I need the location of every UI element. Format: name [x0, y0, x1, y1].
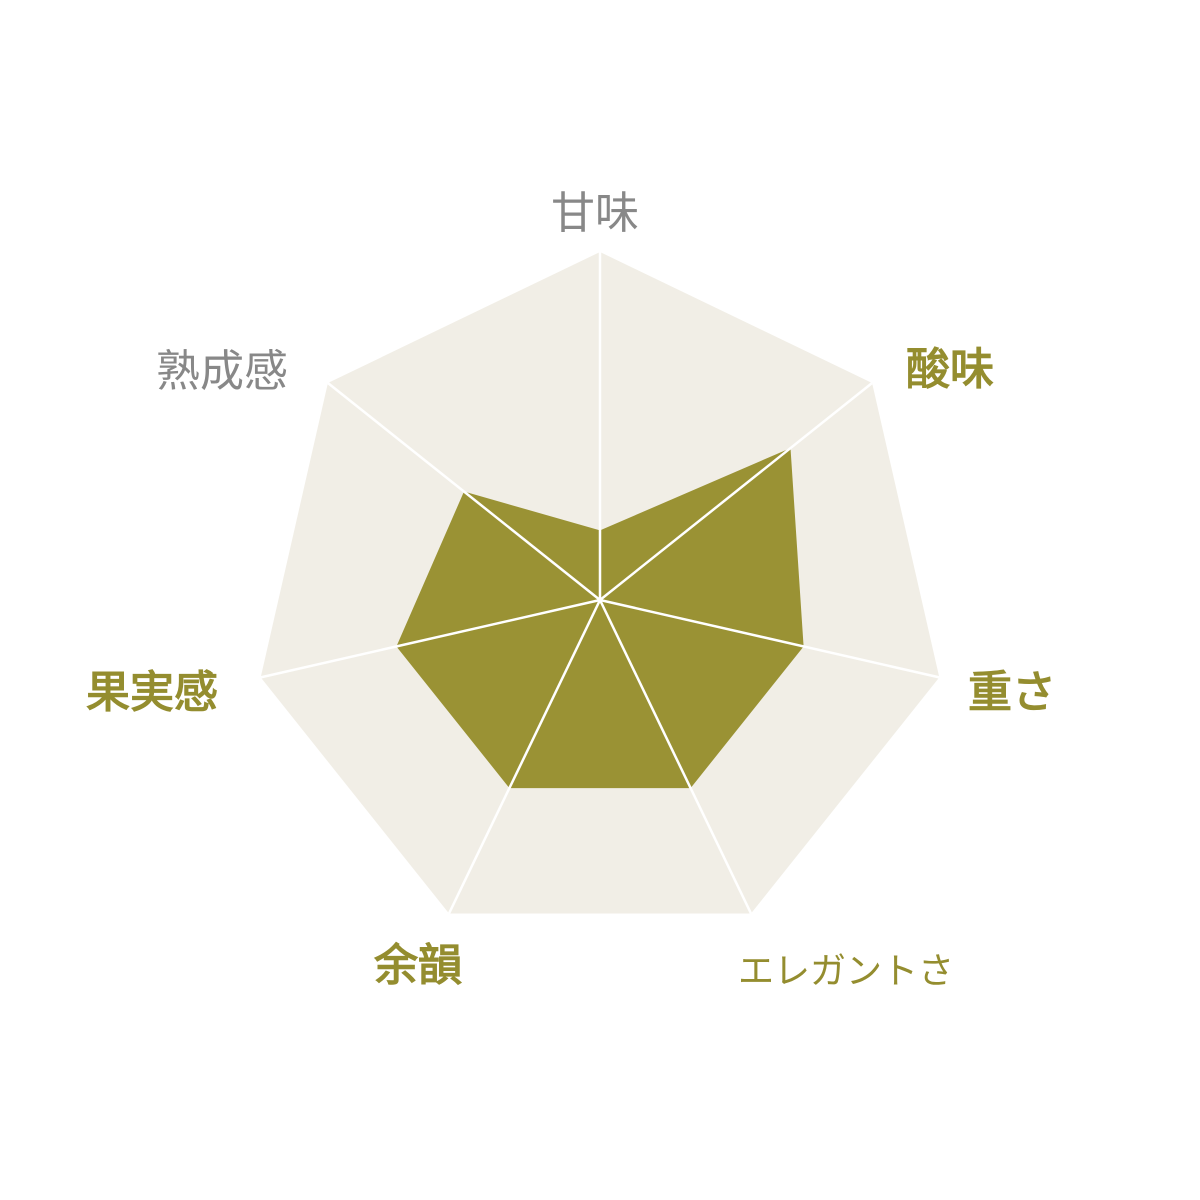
axis-label-elegance: エレガントさ — [738, 951, 955, 992]
axis-label-maturity: 熟成感 — [156, 346, 288, 397]
axis-label-fruitiness: 果実感 — [86, 667, 218, 718]
axis-spoke-2 — [599, 598, 940, 679]
axis-spoke-3 — [598, 599, 753, 915]
series-area — [396, 448, 804, 789]
axis-spoke-5 — [260, 598, 601, 679]
axis-spoke-6 — [327, 382, 601, 601]
axis-label-acidity: 酸味 — [906, 344, 994, 395]
axis-label-sweetness: 甘味 — [551, 188, 639, 239]
axis-spoke-1 — [599, 382, 873, 601]
axis-label-finish: 余韻 — [374, 940, 462, 991]
axis-spoke-4 — [447, 599, 602, 915]
axis-label-body: 重さ — [968, 667, 1056, 718]
